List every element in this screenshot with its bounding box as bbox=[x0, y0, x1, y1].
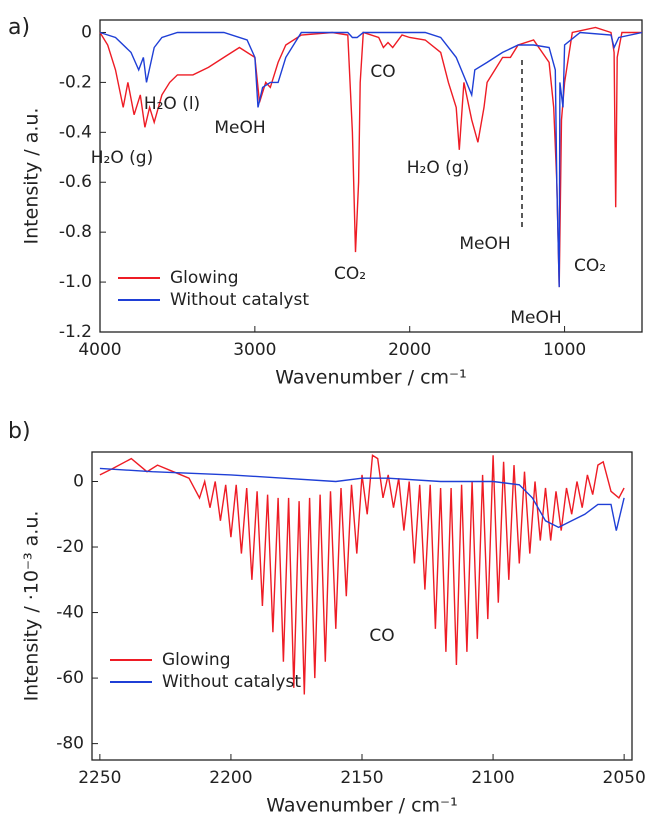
x-tick-label: 2200 bbox=[209, 768, 252, 788]
annotation: H₂O (l) bbox=[144, 94, 200, 114]
spectrum-line bbox=[99, 31, 643, 288]
x-tick-label: 3000 bbox=[233, 340, 276, 360]
y-tick-label: -0.4 bbox=[59, 122, 92, 142]
panel-label: a) bbox=[8, 15, 30, 40]
annotation: MeOH bbox=[214, 118, 265, 138]
y-axis-label: Intensity / ·10⁻³ a.u. bbox=[21, 511, 43, 702]
annotation: CO₂ bbox=[334, 264, 366, 284]
annotation: CO₂ bbox=[574, 256, 606, 276]
x-tick-label: 2150 bbox=[340, 768, 383, 788]
spectrum-line bbox=[99, 467, 625, 531]
x-tick-label: 2000 bbox=[388, 340, 431, 360]
x-tick-label: 2050 bbox=[603, 768, 646, 788]
y-tick-label: -60 bbox=[56, 668, 84, 688]
annotation: CO bbox=[369, 626, 394, 646]
plot-frame bbox=[91, 451, 633, 761]
y-tick-label: -80 bbox=[56, 734, 84, 754]
x-tick-label: 2250 bbox=[78, 768, 121, 788]
y-tick-label: -0.8 bbox=[59, 222, 92, 242]
y-tick-label: -0.2 bbox=[59, 72, 92, 92]
annotation: H₂O (g) bbox=[407, 158, 469, 178]
x-tick-label: 2100 bbox=[471, 768, 514, 788]
panel-label: b) bbox=[8, 419, 31, 444]
spectrum-line bbox=[99, 454, 625, 695]
y-tick-label: 0 bbox=[81, 22, 92, 42]
y-tick-label: -1.0 bbox=[59, 272, 92, 292]
legend-label: Without catalyst bbox=[162, 672, 301, 692]
x-tick-label: 1000 bbox=[543, 340, 586, 360]
annotation: CO bbox=[370, 62, 395, 82]
x-axis-label: Wavenumber / cm⁻¹ bbox=[266, 795, 457, 817]
annotation: H₂O (g) bbox=[91, 148, 153, 168]
legend-label: Glowing bbox=[170, 268, 239, 288]
legend-label: Without catalyst bbox=[170, 290, 309, 310]
y-axis-label: Intensity / a.u. bbox=[21, 108, 43, 245]
annotation: MeOH bbox=[510, 308, 561, 328]
x-tick-label: 4000 bbox=[78, 340, 121, 360]
y-tick-label: 0 bbox=[73, 471, 84, 491]
annotation: MeOH bbox=[459, 234, 510, 254]
plot-frame bbox=[99, 19, 643, 333]
y-tick-label: -20 bbox=[56, 537, 84, 557]
y-tick-label: -1.2 bbox=[59, 322, 92, 342]
legend-label: Glowing bbox=[162, 650, 231, 670]
y-tick-label: -40 bbox=[56, 603, 84, 623]
y-tick-label: -0.6 bbox=[59, 172, 92, 192]
x-axis-label: Wavenumber / cm⁻¹ bbox=[275, 367, 466, 389]
